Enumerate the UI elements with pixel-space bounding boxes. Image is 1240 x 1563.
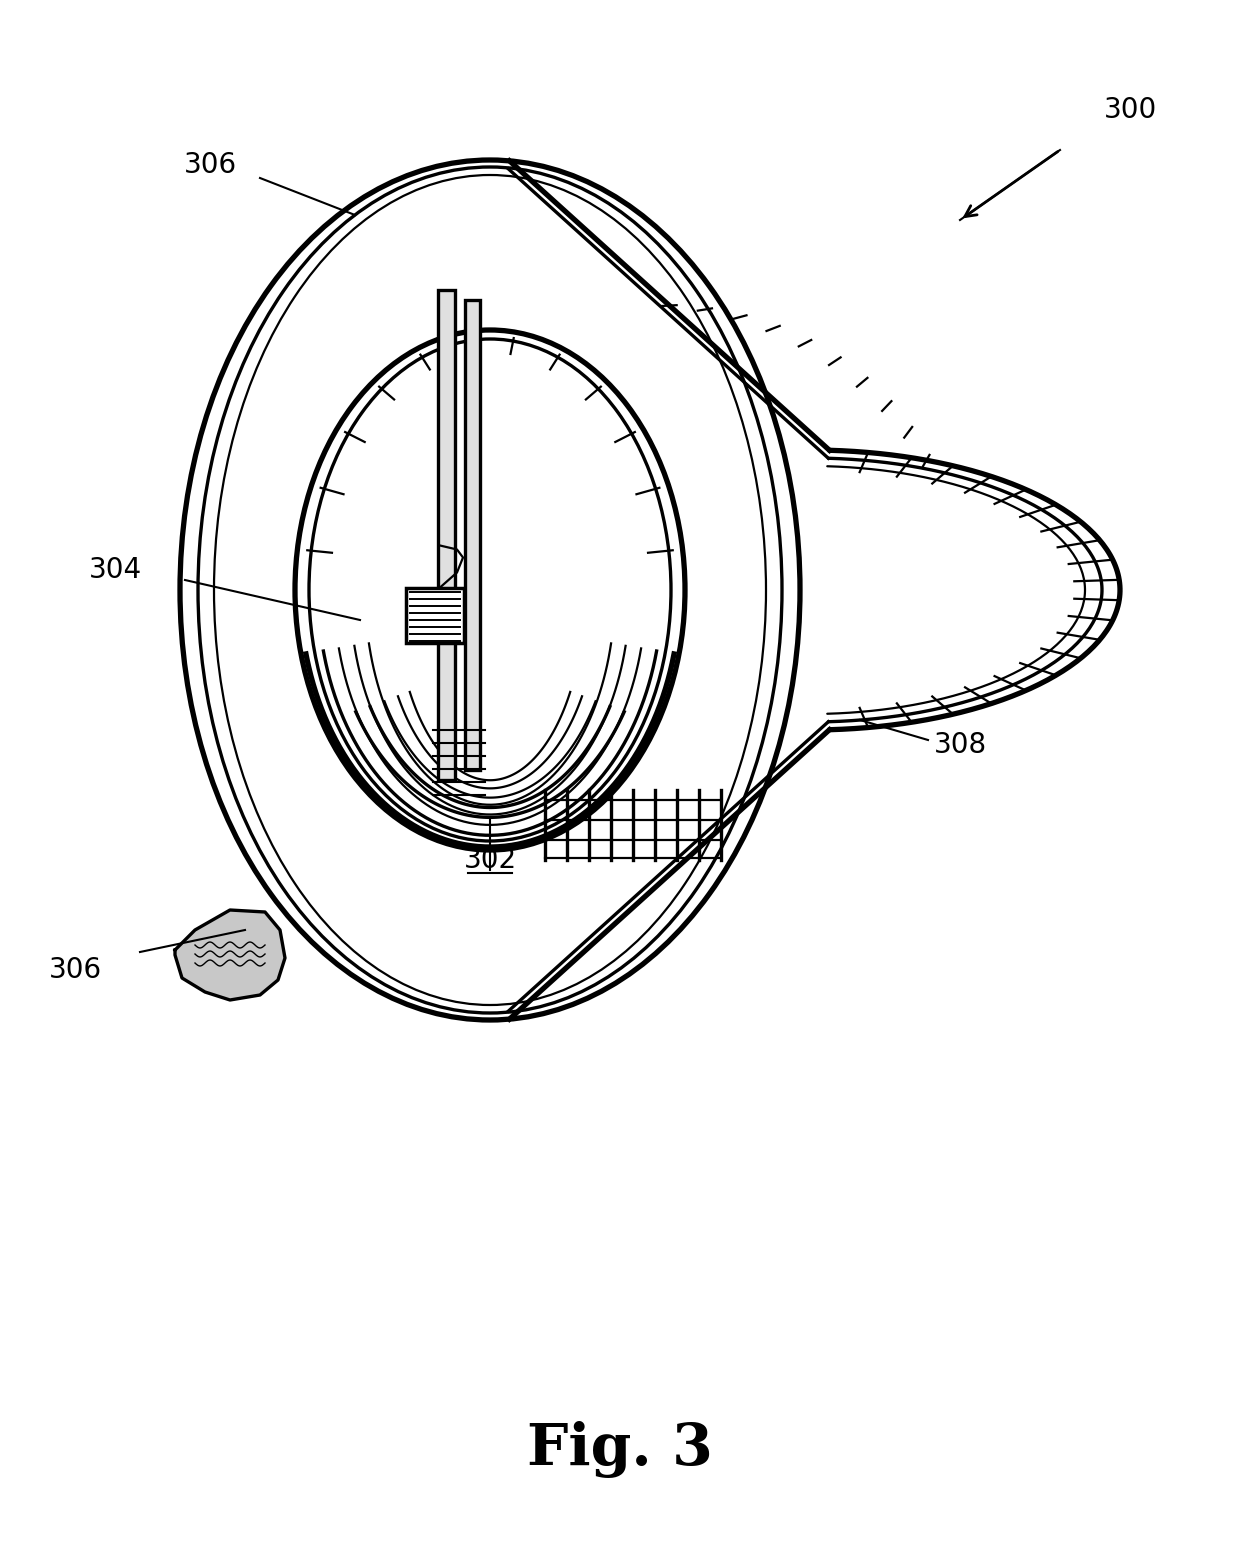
Ellipse shape: [180, 159, 800, 1021]
Text: 306: 306: [184, 152, 237, 180]
Bar: [405, 588, 464, 642]
Bar: [438, 291, 455, 780]
Bar: [465, 300, 480, 771]
Text: Fig. 3: Fig. 3: [527, 1421, 713, 1479]
Text: 308: 308: [934, 731, 987, 760]
Text: 306: 306: [48, 957, 102, 985]
Text: 304: 304: [88, 556, 141, 585]
Polygon shape: [175, 910, 285, 1000]
Ellipse shape: [295, 330, 684, 850]
Text: 302: 302: [464, 846, 517, 874]
Polygon shape: [490, 159, 1120, 1021]
Text: 300: 300: [1104, 95, 1157, 123]
